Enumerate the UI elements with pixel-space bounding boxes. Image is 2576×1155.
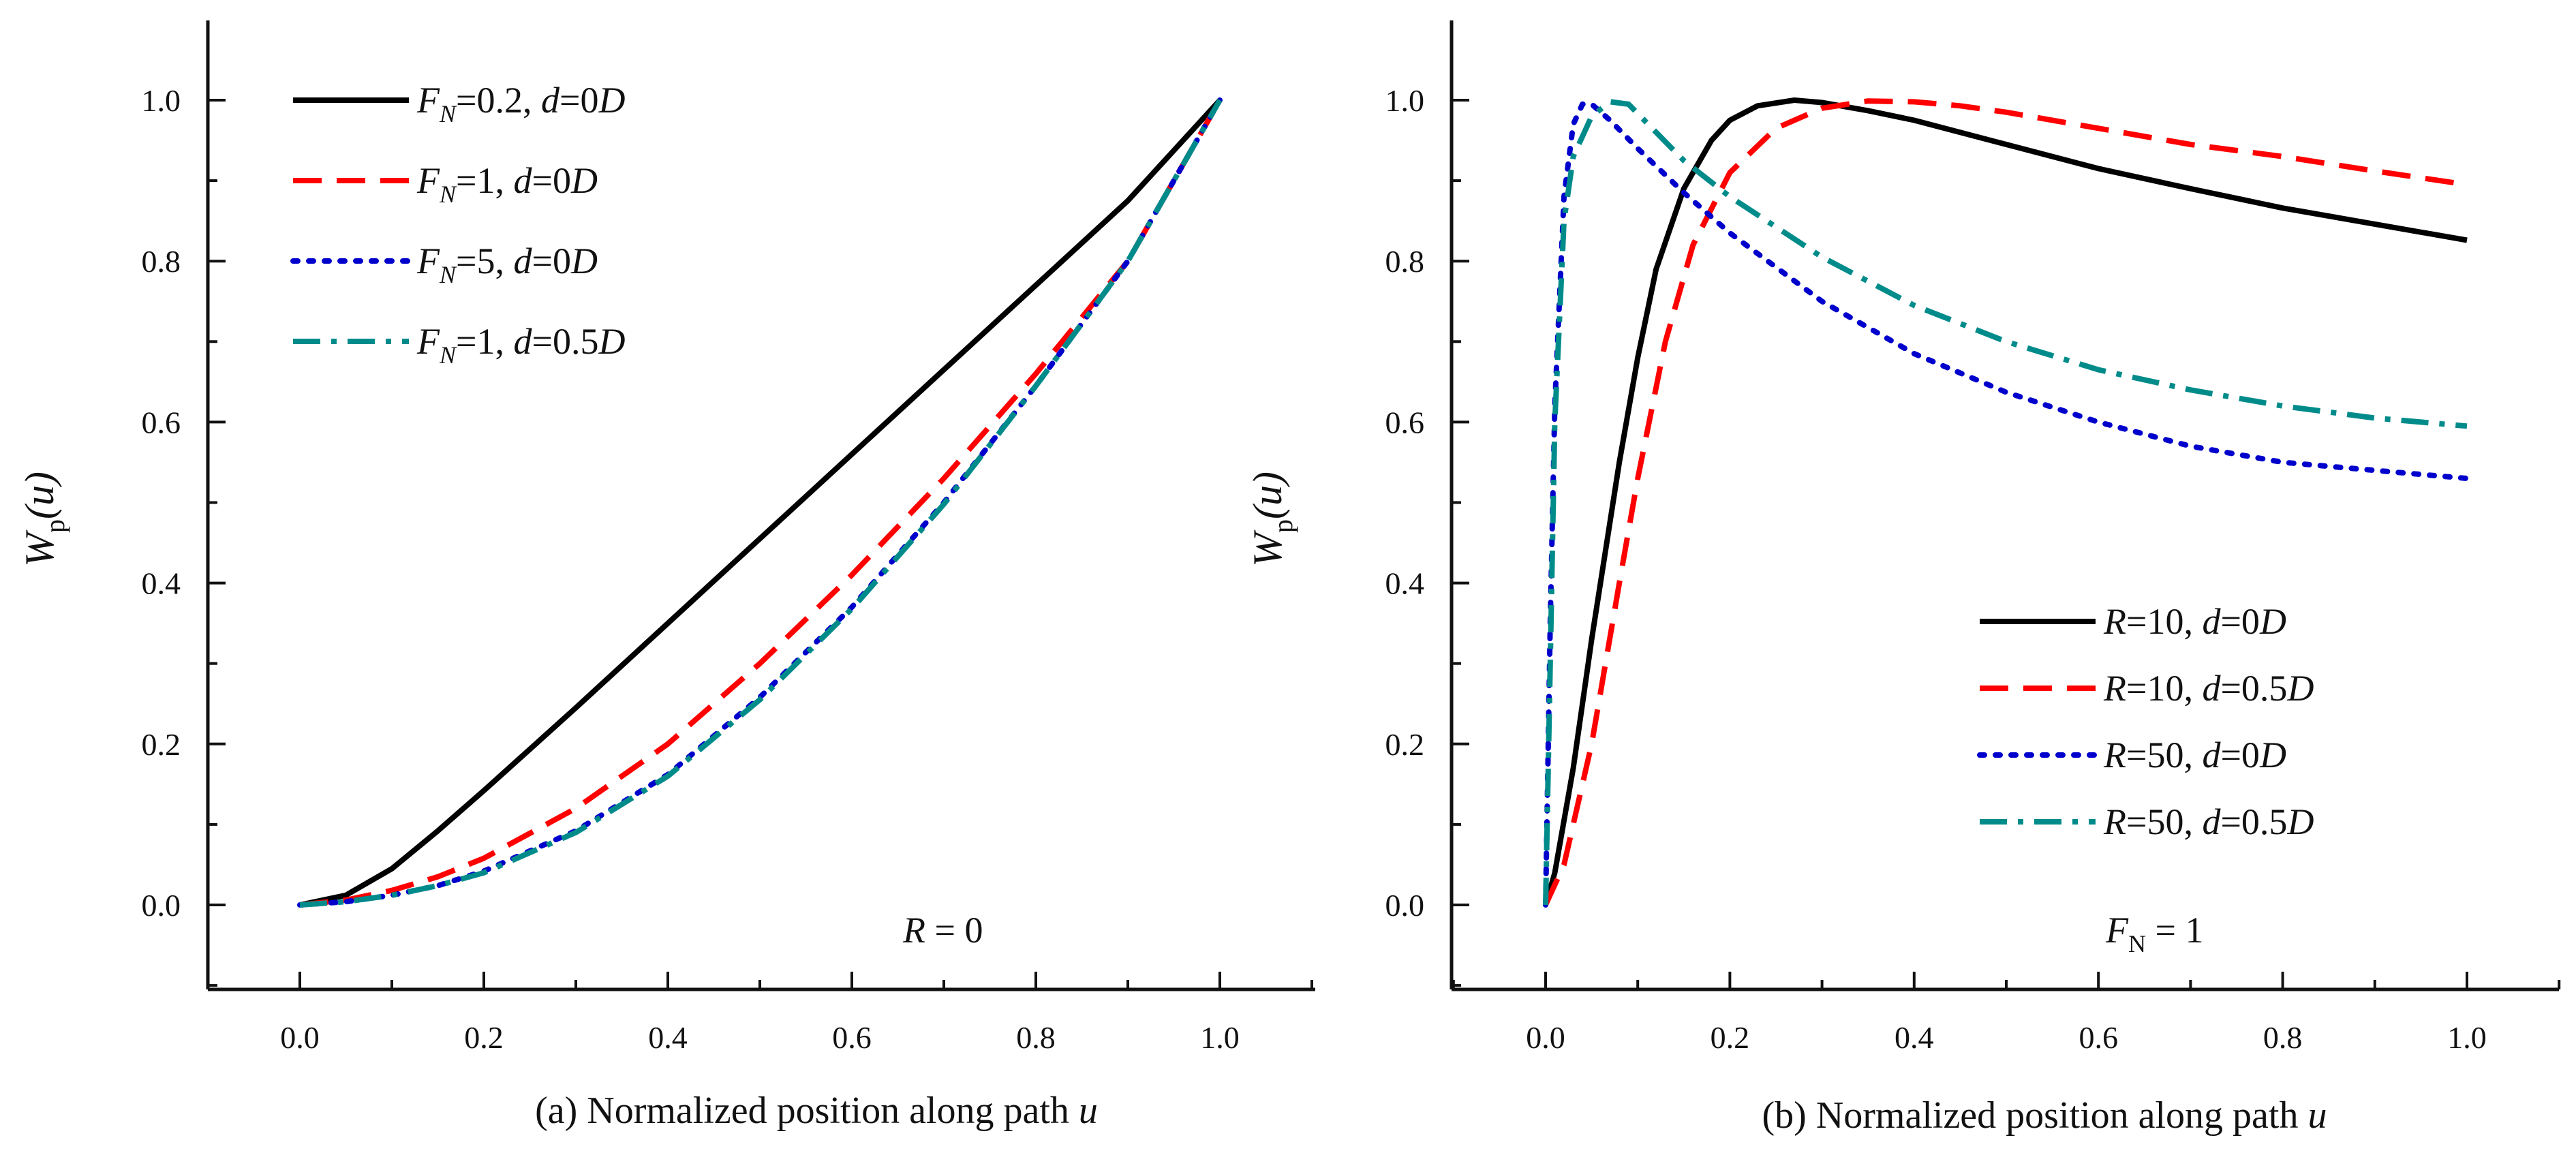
ylabel-b: Wp(u) bbox=[1245, 472, 1298, 567]
legend-label: R=10, d=0.5D bbox=[2103, 668, 2314, 709]
y-tick-label: 0.6 bbox=[142, 405, 181, 440]
series-line-2 bbox=[299, 99, 1223, 908]
y-tick-label: 0.6 bbox=[1385, 405, 1425, 440]
x-tick-label: 0.8 bbox=[1016, 1020, 1056, 1055]
y-tick-label: 0.2 bbox=[142, 727, 181, 762]
x-tick-label: 1.0 bbox=[1200, 1020, 1240, 1055]
series-line-2 bbox=[1543, 98, 2468, 906]
series-line-3 bbox=[297, 97, 1223, 908]
annotation-b: FN = 1 bbox=[2105, 910, 2203, 957]
x-tick-label: 0.4 bbox=[1895, 1020, 1934, 1055]
y-tick-label: 0.0 bbox=[1385, 888, 1425, 923]
y-tick-label: 0.4 bbox=[1385, 566, 1425, 601]
legend-label: R=50, d=0D bbox=[2103, 735, 2286, 775]
y-tick-label: 0.0 bbox=[142, 888, 181, 923]
legend-a: FN=0.2, d=0D FN=1, d=0D FN=5, d=0D FN=1, d=… bbox=[290, 80, 625, 369]
x-tick-label: 0.0 bbox=[280, 1020, 320, 1055]
x-tick-label: 1.0 bbox=[2447, 1020, 2487, 1055]
x-tick-label: 0.4 bbox=[648, 1020, 688, 1055]
y-tick-label: 0.4 bbox=[142, 566, 181, 601]
legend-b: R=10, d=0D R=10, d=0.5D R=50, d=0D R=50, d=… bbox=[1977, 601, 2314, 842]
panel-b: 0.0 0.2 0.4 0.6 0.8 1.0 0.0 0.2 0.4 0.6 0.8 1.0 R=1… bbox=[1245, 20, 2561, 1137]
legend-label: FN=1, d=0.5D bbox=[416, 321, 625, 369]
series-line-4 bbox=[299, 99, 1223, 908]
series-line-4 bbox=[1543, 99, 2468, 906]
legend-label: FN=5, d=0D bbox=[416, 241, 598, 288]
y-tick-label: 0.2 bbox=[1385, 727, 1425, 762]
series-line-3 bbox=[1543, 101, 2470, 908]
x-tick-label: 0.2 bbox=[464, 1020, 504, 1055]
y-tick-label: 1.0 bbox=[142, 83, 181, 118]
x-tick-label: 0.6 bbox=[2079, 1020, 2118, 1055]
y-tick-label: 1.0 bbox=[1385, 83, 1425, 118]
x-tick-label: 0.2 bbox=[1711, 1020, 1750, 1055]
xlabel-a: (a) Normalized position along path u bbox=[535, 1090, 1098, 1132]
x-tick-label: 0.0 bbox=[1526, 1020, 1565, 1055]
legend-label: FN=0.2, d=0D bbox=[416, 80, 625, 127]
legend-label: FN=1, d=0D bbox=[416, 160, 598, 208]
series-line-1 bbox=[1543, 97, 2468, 906]
series-line-1 bbox=[299, 98, 1222, 908]
xlabel-b: (b) Normalized position along path u bbox=[1762, 1094, 2327, 1137]
annotation-a: R = 0 bbox=[902, 910, 983, 951]
y-tick-label: 0.8 bbox=[142, 244, 181, 279]
x-tick-label: 0.6 bbox=[832, 1020, 872, 1055]
y-tick-label: 0.8 bbox=[1385, 244, 1425, 279]
ylabel-a: Wp(u) bbox=[17, 472, 70, 567]
legend-label: R=50, d=0.5D bbox=[2103, 801, 2314, 842]
panel-a: 0.0 0.2 0.4 0.6 0.8 1.0 0.0 0.2 0.4 0.6 0.8 1.0 FN=… bbox=[17, 20, 1315, 1132]
legend-label: R=10, d=0D bbox=[2103, 601, 2286, 642]
x-tick-label: 0.8 bbox=[2263, 1020, 2303, 1055]
